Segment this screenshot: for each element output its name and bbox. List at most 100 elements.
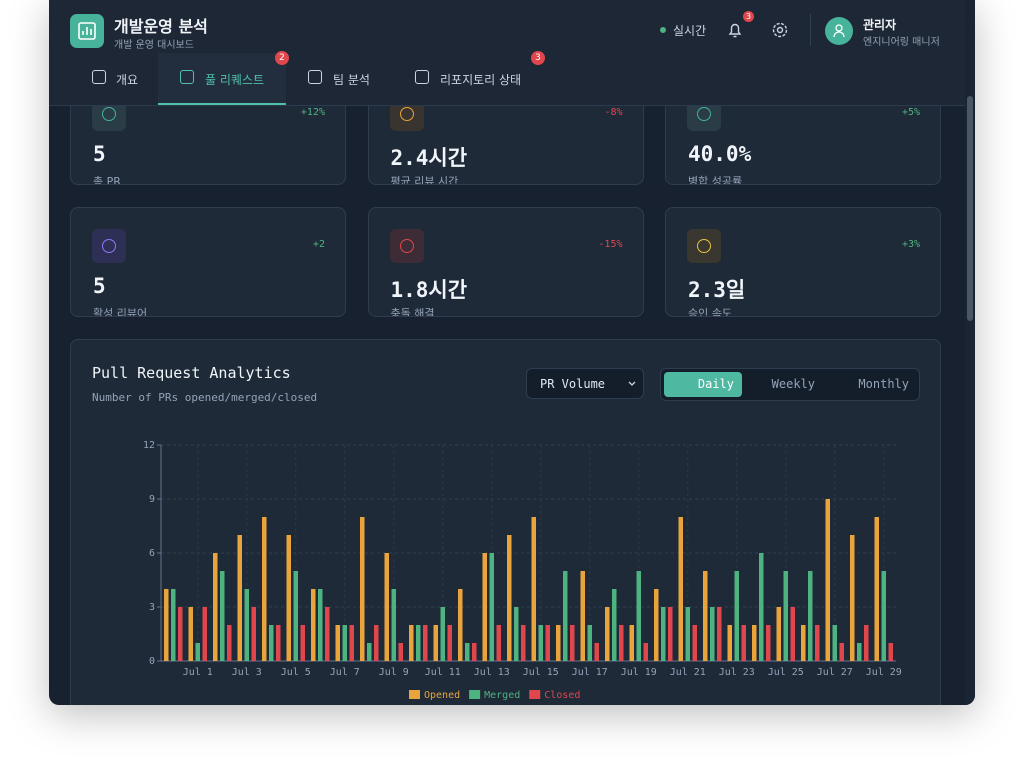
stat-card: 1.8시간 충돌 해결 -15% [367,207,644,317]
stat-label: 총 PR [93,175,121,185]
bar [300,625,305,661]
bar [643,643,648,661]
bar [752,625,757,661]
tab-icon [180,70,194,84]
bar [580,571,585,661]
tab-icon [92,70,106,84]
bar [801,625,806,661]
period-toggle: Daily Weekly Monthly [660,368,920,401]
bar [202,607,207,661]
bar [318,589,323,661]
divider [810,14,811,46]
tab-icon [415,70,429,84]
bar [433,625,438,661]
x-tick-label: Jul 13 [474,667,510,678]
status-label: 실시간 [673,24,707,38]
stat-change: +3% [901,239,920,250]
stat-label: 병합 성공률 [688,175,743,185]
y-tick-label: 3 [149,602,155,613]
bar [286,535,291,661]
bar [717,607,722,661]
scrollbar [965,0,975,705]
bar [244,589,249,661]
active-tab[interactable] [158,53,286,105]
y-tick-label: 9 [149,494,155,505]
x-tick-label: Jul 9 [379,667,409,678]
bar [759,553,764,661]
bar [888,643,893,661]
bell-icon[interactable] [726,21,744,39]
bar [864,625,869,661]
avatar[interactable] [825,17,853,45]
bar [171,589,176,661]
legend-label: Closed [544,690,580,701]
bar [594,643,599,661]
bar [374,625,379,661]
bar [447,625,452,661]
tab-label[interactable]: 리포지토리 상태 [440,73,522,87]
stat-icon [687,229,721,263]
bar [556,625,561,661]
stat-icon-glyph [697,239,711,253]
tab-label[interactable]: 개요 [116,73,139,87]
x-tick-label: Jul 7 [330,667,360,678]
tab-badge: 2 [275,51,289,65]
bar [213,553,218,661]
bar [360,517,365,661]
bar [227,625,232,661]
header: 개발운영 분석 개발 운영 대시보드 실시간 3 관리자 엔지니어링 매니저 개… [49,0,965,106]
bar [251,607,256,661]
bar [654,589,659,661]
bar [710,607,715,661]
stat-label: 충돌 해결 [390,307,435,317]
bar [325,607,330,661]
x-tick-label: Jul 1 [183,667,213,678]
stat-value: 2.4시간 [390,146,468,170]
bar [311,589,316,661]
bar [881,571,886,661]
x-tick-label: Jul 17 [572,667,608,678]
x-tick-label: Jul 15 [523,667,559,678]
app-title: 개발운영 분석 [114,17,208,36]
bar [349,625,354,661]
stat-change: -8% [604,107,623,118]
bar [496,625,501,661]
metric-select[interactable]: PR Volume [526,368,644,399]
bar [367,643,372,661]
bar [685,607,690,661]
scroll-thumb[interactable] [967,96,973,321]
period-button[interactable]: Daily [664,372,742,397]
stat-value: 40.0% [688,142,752,166]
tab-label[interactable]: 풀 리퀘스트 [205,73,265,87]
stat-value: 5 [93,274,106,298]
bar [612,589,617,661]
x-tick-label: Jul 25 [768,667,804,678]
x-tick-label: Jul 3 [232,667,262,678]
bar [342,625,347,661]
user-name: 관리자 [863,18,897,32]
bar [703,571,708,661]
period-button[interactable]: Monthly [858,377,909,391]
bar [465,643,470,661]
bar [776,607,781,661]
stat-icon-glyph [102,239,116,253]
stat-label: 승인 속도 [688,307,732,317]
period-button[interactable]: Weekly [771,377,815,391]
avatar-icon [833,24,845,38]
bar [416,625,421,661]
bar [482,553,487,661]
x-tick-label: Jul 27 [817,667,853,678]
tab-label[interactable]: 팀 분석 [333,73,370,87]
bar [808,571,813,661]
bar [276,625,281,661]
bar [874,517,879,661]
stat-icon [389,229,424,263]
stat-value: 1.8시간 [390,278,468,302]
app-subtitle: 개발 운영 대시보드 [114,40,194,51]
settings-icon[interactable] [771,21,789,39]
legend-swatch [529,690,541,699]
bar [262,517,267,661]
select-value: PR Volume [540,377,606,391]
bar [384,553,389,661]
bar [661,607,666,661]
